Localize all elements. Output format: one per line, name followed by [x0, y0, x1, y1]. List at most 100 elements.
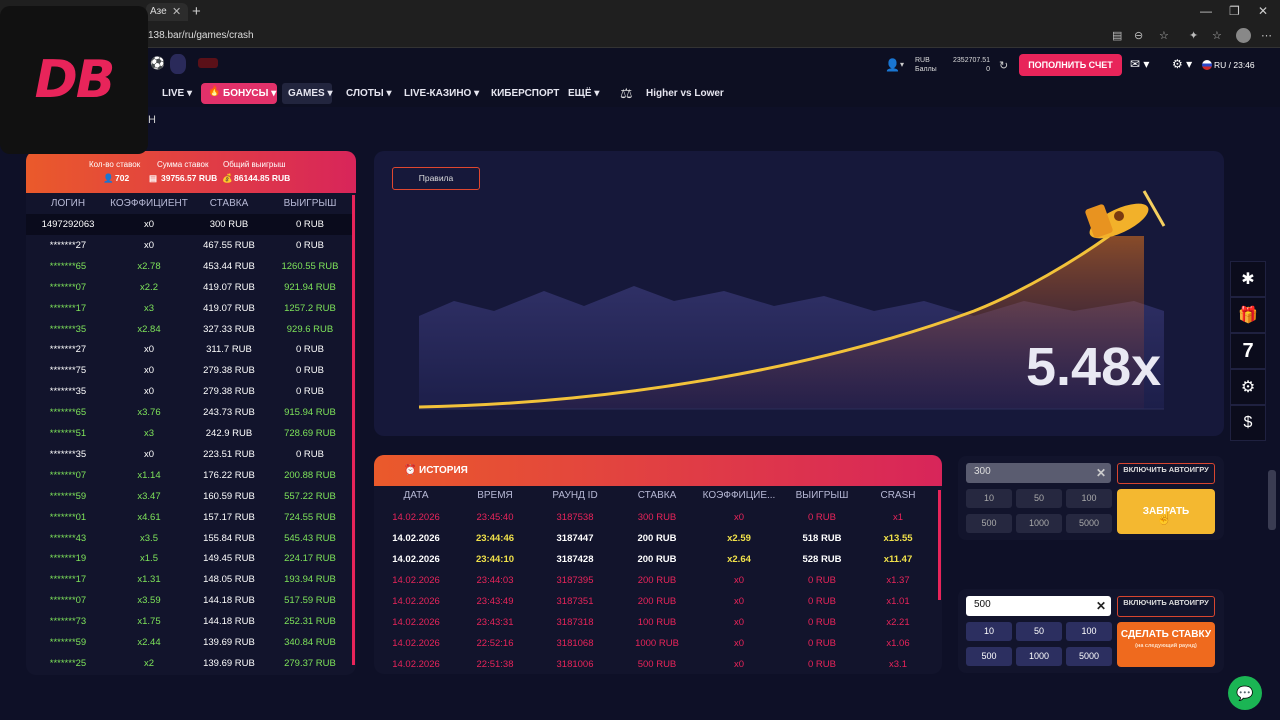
partner-logo[interactable] [198, 58, 218, 68]
bets-scrollbar[interactable] [352, 195, 355, 665]
reader-icon[interactable]: ▤ [1112, 30, 1123, 42]
bet-row: *******35 x0 223.51 RUB 0 RUB [26, 444, 352, 465]
bet1-quick-1000[interactable]: 1000 [1016, 514, 1062, 533]
bet-coef: x1.5 [140, 553, 158, 565]
bet-coef: x3 [143, 428, 155, 439]
bet-amount: 148.05 RUB [203, 574, 255, 586]
minimize-icon[interactable]: — [1200, 4, 1212, 18]
bet2-quick-10[interactable]: 10 [966, 622, 1012, 641]
cashout-button[interactable]: ЗАБРАТЬ [1117, 489, 1215, 534]
nav-bonus[interactable]: БОНУСЫ ▾ [201, 83, 277, 104]
bet-coef: x2.2 [140, 281, 158, 293]
address-bar [0, 24, 1280, 48]
bet-win: 1260.55 RUB [281, 260, 339, 272]
bet1-quick-100[interactable]: 100 [1066, 489, 1112, 508]
url-field[interactable]: 138.bar/ru/games/crash [148, 30, 254, 41]
lucky-seven-icon[interactable]: 7 [1230, 333, 1266, 369]
extensions-icon[interactable]: ✦ [1189, 30, 1199, 42]
nav-more[interactable]: ЕЩЁ ▾ [568, 88, 600, 99]
bet2-quick-5000[interactable]: 5000 [1066, 647, 1112, 666]
sponsor-logo-icon[interactable]: ⚽ [150, 56, 165, 70]
zoom-icon[interactable]: ⊖ [1134, 30, 1144, 42]
favorite-star-icon[interactable]: ☆ [1159, 30, 1169, 42]
history-date: 14.02.2026 [392, 554, 440, 565]
bet2-quick-1000[interactable]: 1000 [1016, 647, 1062, 666]
bet-amount: 242.9 RUB [205, 428, 253, 439]
bet1-quick-50[interactable]: 50 [1016, 489, 1062, 508]
user-chevron-down-icon[interactable]: ▾ [900, 60, 905, 69]
bet1-quick-10[interactable]: 10 [966, 489, 1012, 508]
nav-live[interactable]: LIVE ▾ [162, 88, 193, 99]
history-win: 528 RUB [802, 554, 842, 565]
nav-games[interactable]: GAMES ▾ [282, 83, 332, 104]
browser-tab[interactable]: Азе [146, 3, 188, 21]
page-scrollbar[interactable] [1268, 470, 1276, 530]
bet2-quick-50[interactable]: 50 [1016, 622, 1062, 641]
bet-login: *******35 [49, 386, 87, 398]
bet2-quick-500[interactable]: 500 [966, 647, 1012, 666]
language-time[interactable]: RU / 23:46 [1214, 60, 1255, 70]
streamer-logo: DB [0, 6, 148, 154]
history-date: 14.02.2026 [392, 575, 440, 586]
bet1-autoplay-button[interactable]: ВКЛЮЧИТЬ АВТОИГРУ [1117, 463, 1215, 484]
gift-icon[interactable]: 🎁 [1230, 297, 1266, 333]
history-bet: 200 RUB [637, 575, 677, 586]
fortune-wheel-icon[interactable]: ⚙ [1230, 369, 1266, 405]
mail-icon[interactable]: ✉ ▾ [1130, 57, 1150, 71]
bet2-amount-input[interactable]: 500 [966, 596, 1111, 616]
nav-live-casino[interactable]: LIVE-КАЗИНО ▾ [404, 88, 480, 99]
history-panel [374, 455, 942, 674]
bet-amount: 279.38 RUB [203, 365, 255, 377]
bet-coef: x4.61 [137, 511, 161, 523]
bet-amount: 144.18 RUB [203, 595, 255, 607]
new-tab-icon[interactable]: + [192, 3, 201, 20]
bet-row: *******27 x0 467.55 RUB 0 RUB [26, 235, 352, 256]
user-icon[interactable]: 👤 [885, 58, 900, 72]
topup-button[interactable]: ПОПОЛНИТЬ СЧЕТ [1019, 54, 1122, 76]
history-row: 14.02.2026 23:45:40 3187538 300 RUB x0 0 RUB x… [374, 507, 940, 528]
history-crash: x3.1 [889, 659, 907, 670]
history-time: 23:44:03 [476, 575, 514, 586]
nav-esports[interactable]: КИБЕРСПОРТ [491, 88, 560, 99]
place-bet-button[interactable]: СДЕЛАТЬ СТАВКУ (на следующий раунд) [1117, 622, 1215, 667]
support-bug-icon[interactable]: ✱ [1230, 261, 1266, 297]
bet2-quick-100[interactable]: 100 [1066, 622, 1112, 641]
bet1-amount-input[interactable]: 300 [966, 463, 1111, 483]
collections-icon[interactable]: ☆ [1212, 30, 1222, 42]
nav-slots[interactable]: СЛОТЫ ▾ [346, 88, 392, 99]
bets-sum-value: 39756.57 RUB [161, 173, 218, 183]
window-close-icon[interactable]: ✕ [1258, 4, 1269, 18]
history-coef: x0 [733, 638, 745, 649]
dollar-icon[interactable]: $ [1230, 405, 1266, 441]
history-date: 14.02.2026 [392, 617, 440, 628]
tab-close-icon[interactable]: ✕ [172, 6, 182, 18]
bet1-clear-icon[interactable]: ✕ [1096, 466, 1107, 480]
bet-login: *******25 [49, 657, 87, 669]
history-bet: 100 RUB [637, 617, 677, 628]
history-coef: x0 [733, 575, 745, 586]
bet1-quick-500[interactable]: 500 [966, 514, 1012, 533]
bet-win: 0 RUB [296, 386, 324, 398]
browser-menu-icon[interactable]: ⋯ [1261, 30, 1272, 42]
history-scrollbar[interactable] [938, 490, 941, 600]
bet1-quick-5000[interactable]: 5000 [1066, 514, 1112, 533]
profile-avatar[interactable] [1236, 28, 1251, 43]
bet2-autoplay-button[interactable]: ВКЛЮЧИТЬ АВТОИГРУ [1117, 596, 1215, 617]
bet-row: *******75 x0 279.38 RUB 0 RUB [26, 360, 352, 381]
settings-gear-icon[interactable]: ⚙ ▾ [1172, 57, 1193, 71]
chat-icon[interactable]: 💬 [1228, 676, 1262, 710]
rules-button[interactable]: Правила [392, 167, 480, 190]
restore-icon[interactable]: ❐ [1229, 4, 1240, 18]
bet-win: 724.55 RUB [284, 511, 336, 523]
bet-login: *******07 [49, 595, 87, 607]
hist-col-crash: CRASH [880, 490, 916, 501]
history-bet: 500 RUB [637, 659, 677, 670]
refresh-balance-icon[interactable]: ↻ [999, 60, 1009, 72]
bet2-clear-icon[interactable]: ✕ [1096, 599, 1107, 613]
russia-flag-icon[interactable] [1202, 60, 1212, 70]
history-time: 23:45:40 [476, 512, 514, 523]
nav-higher-lower[interactable]: Higher vs Lower [646, 88, 724, 99]
europa-league-logo[interactable] [170, 54, 186, 74]
bet-win: 200.88 RUB [284, 469, 336, 481]
multiplier-curve [418, 234, 1110, 409]
